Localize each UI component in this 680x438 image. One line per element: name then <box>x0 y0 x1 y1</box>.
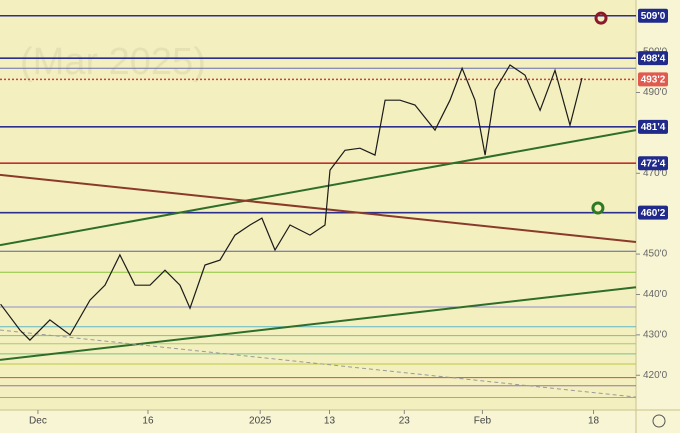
level-label: 498'4 <box>641 53 666 64</box>
level-badge <box>638 72 668 87</box>
x-tick-label: 23 <box>399 416 411 427</box>
watermark: (Mar 2025) <box>20 41 206 83</box>
trend-line <box>0 129 637 247</box>
level-badge <box>638 205 668 220</box>
y-tick-label: 430'0 <box>643 330 668 341</box>
x-tick-label: 2025 <box>249 416 272 427</box>
x-tick-label: Dec <box>29 416 47 427</box>
x-tick-label: Feb <box>474 416 492 427</box>
x-tick-label: 16 <box>142 416 154 427</box>
level-label: 509'0 <box>641 11 666 22</box>
x-tick-label: 18 <box>588 416 600 427</box>
level-badge <box>638 156 668 171</box>
y-tick-label: 490'0 <box>643 87 668 98</box>
price-line <box>0 64 583 341</box>
level-label: 493'2 <box>641 75 666 86</box>
level-label: 460'2 <box>641 208 666 219</box>
time-axis <box>0 410 636 433</box>
y-tick-label: 440'0 <box>643 289 668 300</box>
trend-line <box>0 286 637 361</box>
trend-line <box>0 173 637 243</box>
y-tick-label: 470'0 <box>643 168 668 179</box>
level-label: 481'4 <box>641 122 666 133</box>
y-tick-label: 450'0 <box>643 249 668 260</box>
level-marker <box>594 11 608 25</box>
level-label: 472'4 <box>641 158 666 169</box>
level-marker <box>591 201 605 215</box>
x-tick-label: 13 <box>324 416 336 427</box>
level-badge <box>638 8 668 23</box>
settings-icon[interactable] <box>652 414 666 428</box>
trend-line <box>0 329 637 398</box>
level-badge <box>638 51 668 66</box>
level-badge <box>638 119 668 134</box>
y-tick-label: 420'0 <box>643 370 668 381</box>
